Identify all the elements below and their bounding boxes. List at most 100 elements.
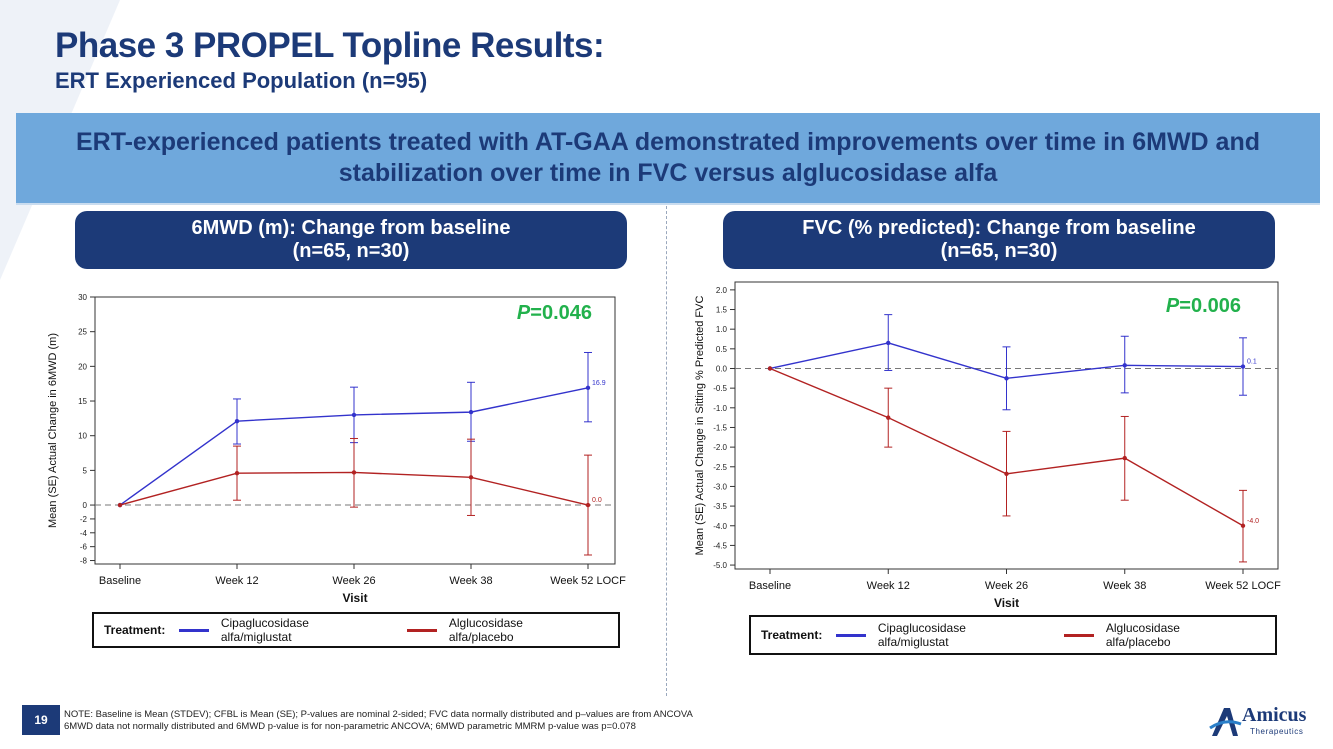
- footnote: NOTE: Baseline is Mean (STDEV); CFBL is …: [64, 709, 693, 732]
- chart-6mwd: -8 -6 -4 -2 0 5 10 15 20 25 30 Baseline Week 12 Week …: [47, 293, 626, 605]
- data-point: [468, 409, 474, 415]
- legend-label: Treatment:: [104, 623, 166, 637]
- y-tick-label: 30: [78, 293, 87, 302]
- y-tick-label: -4.0: [713, 522, 727, 531]
- end-data-label: 16.9: [592, 380, 606, 387]
- x-tick-label: Baseline: [99, 575, 141, 587]
- y-tick-label: -2.5: [713, 463, 727, 472]
- x-tick-label: Week 52 LOCF: [550, 575, 626, 587]
- data-point: [351, 412, 357, 418]
- y-tick-label: 20: [78, 362, 87, 371]
- x-tick-label: Baseline: [749, 580, 791, 592]
- data-point: [585, 385, 591, 391]
- chart-header-fvc: FVC (% predicted): Change from baseline …: [723, 211, 1275, 269]
- legend-swatch-blue: [179, 628, 209, 632]
- logo-wordmark: Amicus: [1242, 704, 1307, 726]
- amicus-logo-icon: [1209, 708, 1242, 736]
- data-point: [1004, 376, 1009, 381]
- y-tick-label: 5: [83, 466, 88, 475]
- legend-item-alglu: Alglucosidase alfa/placebo: [1064, 621, 1229, 649]
- logo-subtext: Therapeutics: [1250, 727, 1304, 736]
- end-data-label: 0.1: [1247, 359, 1257, 366]
- y-tick-label: 15: [78, 397, 87, 406]
- y-tick-label: -6: [80, 543, 88, 552]
- y-tick-label: -2: [80, 515, 88, 524]
- chart-header-fvc-line1: FVC (% predicted): Change from baseline: [802, 217, 1196, 239]
- x-axis-label: Visit: [994, 596, 1019, 610]
- data-point: [1122, 363, 1127, 368]
- chart-header-6mwd: 6MWD (m): Change from baseline (n=65, n=…: [75, 211, 627, 269]
- y-tick-label: -4.5: [713, 541, 727, 550]
- data-point: [1122, 455, 1127, 461]
- footnote-line2: 6MWD data not normally distributed and 6…: [64, 720, 636, 732]
- data-point: [1004, 471, 1009, 477]
- y-tick-label: 1.5: [716, 306, 728, 315]
- legend-item-cipa: Cipaglucosidase alfa/miglustat: [179, 616, 361, 644]
- y-axis-label: Mean (SE) Actual Change in Sitting % Pre…: [694, 296, 706, 556]
- y-tick-label: 2.0: [716, 286, 728, 295]
- y-tick-label: -3.0: [713, 482, 727, 491]
- legend-swatch-red: [407, 628, 437, 632]
- x-tick-label: Week 26: [985, 580, 1028, 592]
- y-axis-label: Mean (SE) Actual Change in 6MWD (m): [47, 333, 59, 528]
- y-tick-label: 0: [83, 501, 88, 510]
- y-tick-label: -3.5: [713, 502, 727, 511]
- data-point: [117, 502, 123, 508]
- footnote-line1: NOTE: Baseline is Mean (STDEV); CFBL is …: [64, 709, 693, 720]
- y-tick-label: 10: [78, 432, 87, 441]
- x-tick-label: Week 38: [449, 575, 492, 587]
- data-point: [468, 475, 474, 480]
- legend-text: Cipaglucosidase alfa/miglustat: [877, 621, 966, 649]
- x-tick-label: Week 38: [1103, 580, 1146, 592]
- data-point: [1240, 364, 1246, 369]
- amicus-logo: Amicus Therapeutics: [1208, 702, 1318, 742]
- data-point: [886, 415, 891, 420]
- legend-6mwd: Treatment: Cipaglucosidase alfa/miglusta…: [92, 612, 620, 648]
- plot-frame: [734, 281, 1279, 570]
- y-tick-label: -0.5: [713, 384, 727, 393]
- x-tick-label: Week 26: [332, 575, 375, 587]
- banner-text: ERT-experienced patients treated with AT…: [75, 128, 1261, 187]
- y-tick-label: 1.0: [716, 325, 728, 334]
- x-axis-label: Visit: [342, 591, 367, 605]
- p-value-label: P=0.046: [517, 302, 592, 324]
- legend-text: Alglucosidase alfa/placebo: [1105, 621, 1180, 649]
- y-tick-label: -4: [80, 529, 88, 538]
- page-title: Phase 3 PROPEL Topline Results:: [55, 26, 605, 65]
- data-point: [234, 470, 240, 476]
- legend-fvc: Treatment: Cipaglucosidase alfa/miglusta…: [749, 615, 1277, 655]
- y-tick-label: 0.5: [716, 345, 728, 354]
- legend-text: Alglucosidase alfa/placebo: [448, 616, 523, 644]
- y-tick-label: -5.0: [713, 561, 727, 570]
- plot-frame: [94, 296, 616, 565]
- chart-fvc: -5.0 -4.5 -4.0 -3.5 -3.0 -2.5 -2.0 -1.5 -1.0 -0.5…: [694, 281, 1281, 610]
- x-tick-label: Week 12: [215, 575, 258, 587]
- legend-swatch-red: [1064, 633, 1094, 637]
- x-tick-label: Week 12: [867, 580, 910, 592]
- end-data-label: 0.0: [592, 497, 602, 504]
- legend-swatch-blue: [836, 633, 866, 637]
- panel-divider: [666, 206, 667, 696]
- chart-header-fvc-line2: (n=65, n=30): [940, 240, 1058, 262]
- legend-item-alglu: Alglucosidase alfa/placebo: [407, 616, 572, 644]
- y-tick-label: 0.0: [716, 364, 728, 373]
- key-message-banner: ERT-experienced patients treated with AT…: [16, 113, 1320, 205]
- chart-header-6mwd-line1: 6MWD (m): Change from baseline: [191, 217, 511, 239]
- end-data-label: -4.0: [1247, 518, 1259, 525]
- data-point: [1240, 523, 1246, 528]
- data-point: [585, 502, 591, 508]
- page-number: 19: [22, 705, 60, 735]
- data-point: [234, 418, 240, 424]
- page-subtitle: ERT Experienced Population (n=95): [55, 68, 428, 93]
- legend-text: Cipaglucosidase alfa/miglustat: [220, 616, 309, 644]
- y-tick-label: -8: [80, 557, 88, 566]
- data-point: [351, 470, 357, 475]
- y-tick-label: 25: [78, 328, 87, 337]
- p-value-label: P=0.006: [1166, 295, 1241, 317]
- legend-item-cipa: Cipaglucosidase alfa/miglustat: [836, 621, 1018, 649]
- data-point: [767, 366, 773, 371]
- y-tick-label: -2.0: [713, 443, 727, 452]
- chart-header-6mwd-line2: (n=65, n=30): [292, 240, 410, 262]
- y-tick-label: -1.0: [713, 404, 727, 413]
- data-point: [886, 340, 891, 346]
